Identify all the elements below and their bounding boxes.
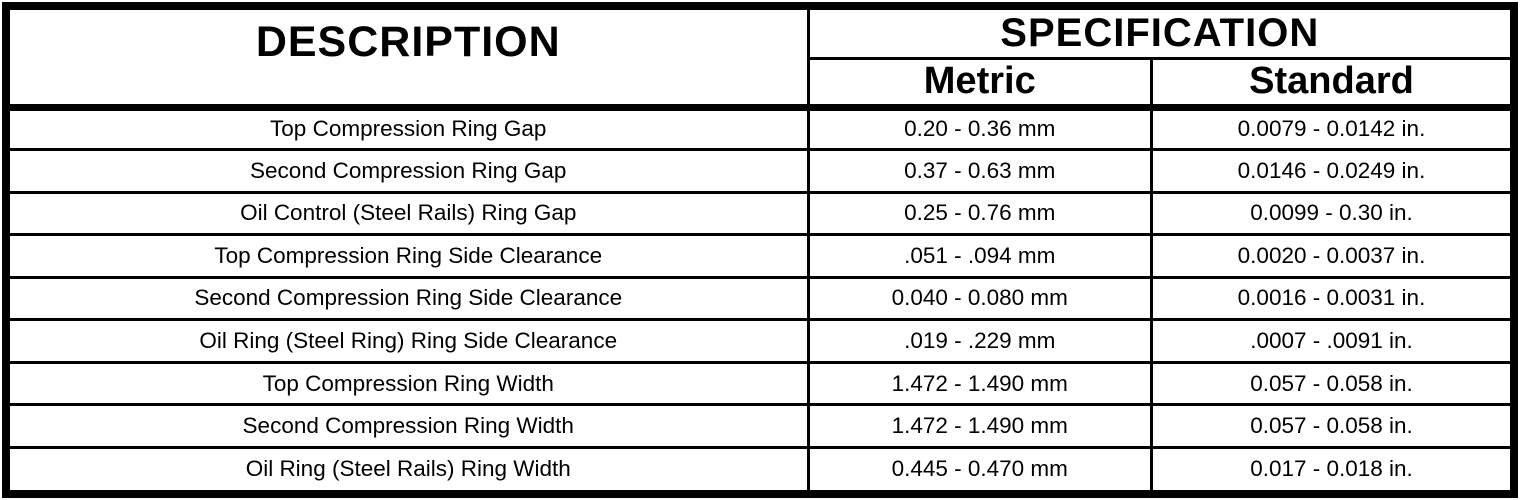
description-cell: Second Compression Ring Gap [10, 148, 810, 194]
description-cell: Oil Control (Steel Rails) Ring Gap [10, 190, 810, 237]
metric-value-cell: 0.37 - 0.63 mm [806, 148, 1153, 194]
metric-value-cell: 0.445 - 0.470 mm [806, 445, 1153, 490]
column-header-description: DESCRIPTION [10, 10, 810, 111]
description-cell: Top Compression Ring Width [10, 360, 810, 407]
standard-value-cell: 0.0079 - 0.0142 in. [1150, 105, 1510, 152]
table-header: DESCRIPTION SPECIFICATION Metric Standar… [10, 10, 1510, 111]
description-cell: Oil Ring (Steel Ring) Ring Side Clearanc… [10, 318, 810, 364]
description-cell: Second Compression Ring Width [10, 403, 810, 449]
table-row: Oil Ring (Steel Rails) Ring Width 0.445 … [10, 445, 1510, 490]
metric-value-cell: 0.20 - 0.36 mm [806, 105, 1153, 152]
header-row-units: Metric Standard [10, 56, 1510, 111]
table-row: Second Compression Ring Gap 0.37 - 0.63 … [10, 148, 1510, 194]
description-cell: Top Compression Ring Gap [10, 105, 810, 152]
table-row: Top Compression Ring Gap 0.20 - 0.36 mm … [10, 105, 1510, 152]
table-row: Top Compression Ring Width 1.472 - 1.490… [10, 360, 1510, 407]
standard-value-cell: 0.0016 - 0.0031 in. [1150, 275, 1510, 322]
metric-value-cell: 0.25 - 0.76 mm [806, 190, 1153, 237]
table-row: Second Compression Ring Side Clearance 0… [10, 275, 1510, 322]
description-cell: Top Compression Ring Side Clearance [10, 233, 810, 279]
metric-value-cell: 0.040 - 0.080 mm [806, 275, 1153, 322]
standard-value-cell: 0.017 - 0.018 in. [1150, 445, 1510, 490]
table-row: Second Compression Ring Width 1.472 - 1.… [10, 403, 1510, 449]
standard-value-cell: 0.057 - 0.058 in. [1150, 403, 1510, 449]
description-cell: Second Compression Ring Side Clearance [10, 275, 810, 322]
standard-value-cell: 0.0099 - 0.30 in. [1150, 190, 1510, 237]
header-row-main: DESCRIPTION SPECIFICATION [10, 10, 1510, 111]
table-row: Top Compression Ring Side Clearance .051… [10, 233, 1510, 279]
metric-value-cell: 1.472 - 1.490 mm [806, 403, 1153, 449]
description-cell: Oil Ring (Steel Rails) Ring Width [10, 445, 810, 490]
standard-value-cell: 0.0146 - 0.0249 in. [1150, 148, 1510, 194]
standard-value-cell: 0.0020 - 0.0037 in. [1150, 233, 1510, 279]
piston-ring-spec-table: DESCRIPTION SPECIFICATION Metric Standar… [10, 10, 1510, 490]
metric-value-cell: .051 - .094 mm [806, 233, 1153, 279]
metric-value-cell: .019 - .229 mm [806, 318, 1153, 364]
metric-value-cell: 1.472 - 1.490 mm [806, 360, 1153, 407]
table-row: Oil Ring (Steel Ring) Ring Side Clearanc… [10, 318, 1510, 364]
column-header-metric: Metric [808, 56, 1153, 111]
table-body: Top Compression Ring Gap 0.20 - 0.36 mm … [10, 105, 1510, 490]
standard-value-cell: .0007 - .0091 in. [1150, 318, 1510, 364]
column-header-specification: SPECIFICATION [806, 10, 1510, 60]
standard-value-cell: 0.057 - 0.058 in. [1150, 360, 1510, 407]
column-header-standard: Standard [1150, 56, 1510, 111]
table-row: Oil Control (Steel Rails) Ring Gap 0.25 … [10, 190, 1510, 237]
